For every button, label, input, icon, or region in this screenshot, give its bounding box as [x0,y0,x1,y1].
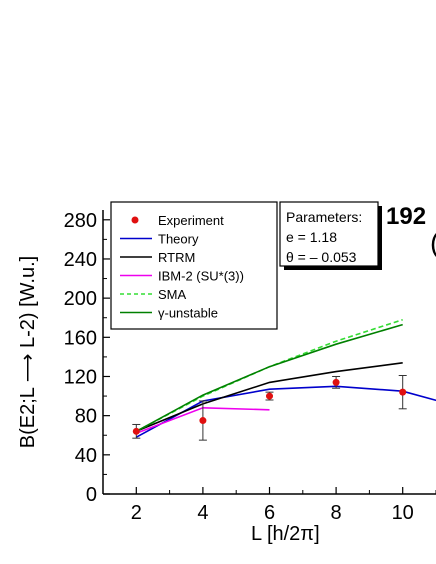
experiment-point [399,388,407,396]
experiment-point [266,392,273,400]
legend: Experiment Theory RTRM IBM-2 (SU*(3)) SMA γ-u… [110,201,278,330]
legend-label: SMA [158,287,187,302]
experiment-point [132,427,140,435]
y-tick-label: 40 [75,445,97,467]
x-tick-label: 6 [264,502,275,524]
y-tick-label: 280 [64,210,97,232]
parameters-frame [279,201,379,267]
x-tick-label: 10 [392,502,414,524]
y-tick-label: 80 [75,406,97,428]
experiment-point [332,378,340,386]
y-axis-label: B(E2;L ⟶ L-2) [W.u.] [17,256,39,448]
y-tick-label: 120 [64,366,97,388]
parameters-e: e = 1.18 [286,229,337,245]
legend-label: γ-unstable [158,306,218,321]
parameters-title: Parameters: [286,209,362,225]
axes: 040801201602002402802468101 [64,210,436,524]
y-tick-label: 0 [86,484,97,506]
y-tick-label: 160 [64,327,97,349]
series-line [135,323,403,433]
legend-label: Theory [158,232,199,247]
x-tick-label: 8 [331,502,342,524]
series-line [135,385,436,438]
x-tick-label: 4 [197,502,208,524]
legend-label: Experiment [158,213,224,228]
parameters-box: Parameters: e = 1.18 θ = – 0.053 [279,201,382,270]
nucleus-bracket-label: ( [430,227,436,258]
y-tick-label: 200 [64,288,97,310]
series-lines [135,318,436,438]
experiment-point [199,417,207,425]
series-line [135,362,403,433]
experiment-points [132,375,407,441]
legend-label: RTRM [158,250,195,265]
x-tick-label: 2 [131,502,142,524]
y-tick-label: 240 [64,249,97,271]
legend-marker [131,216,139,224]
parameters-theta: θ = – 0.053 [286,249,357,265]
legend-label: IBM-2 (SU*(3)) [158,269,244,284]
nucleus-mass-label: 192 [386,203,426,230]
legend-box [110,201,278,330]
x-axis-label: L [h/2π] [251,523,320,545]
